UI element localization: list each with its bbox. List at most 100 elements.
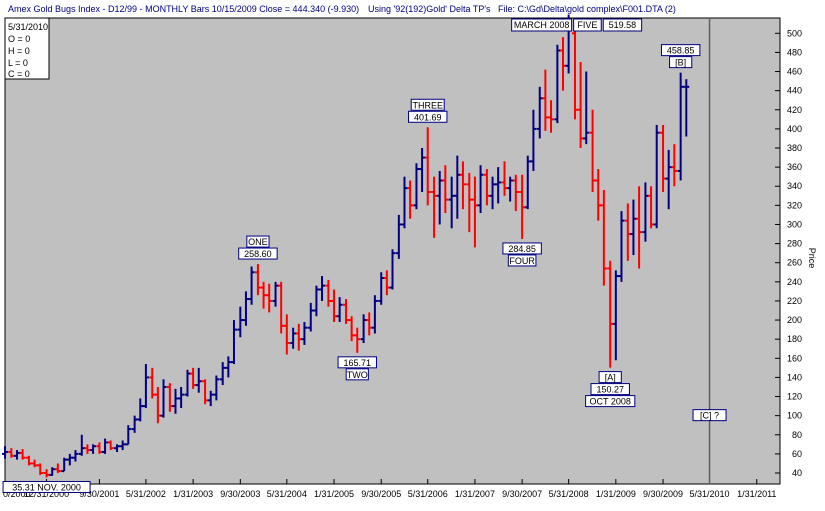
ohlc-bar bbox=[96, 442, 103, 454]
annotation-box bbox=[660, 44, 701, 57]
ohlc-bar bbox=[378, 272, 385, 305]
wave-annotation: 458.85 [B] bbox=[660, 44, 701, 69]
ohlc-bar bbox=[407, 180, 414, 219]
y-tick-label: 300 bbox=[787, 219, 802, 229]
wave-annotation: [C] ? bbox=[692, 409, 727, 422]
y-tick-label: 320 bbox=[787, 200, 802, 210]
y-tick-label: 440 bbox=[787, 86, 802, 96]
chart-title: Amex Gold Bugs Index - D12/99 - MONTHLY … bbox=[8, 4, 359, 14]
annotation-box bbox=[345, 368, 369, 381]
ohlc-bar bbox=[290, 327, 297, 349]
y-tick-label: 260 bbox=[787, 258, 802, 268]
annotation-box bbox=[2, 480, 91, 493]
ohlc-bar bbox=[512, 174, 519, 212]
x-tick-label: 1/31/2005 bbox=[314, 489, 354, 499]
ohlc-bar bbox=[624, 203, 631, 261]
x-tick-label: 9/30/2005 bbox=[361, 489, 401, 499]
y-tick-label: 460 bbox=[787, 67, 802, 77]
ohlc-bar bbox=[225, 356, 232, 378]
x-tick-label: 9/30/2001 bbox=[79, 489, 119, 499]
ohlc-bar bbox=[612, 270, 619, 361]
ohlc-bar bbox=[230, 320, 237, 365]
annotation-label: MARCH 2008 bbox=[514, 20, 570, 30]
ohlc-bar bbox=[25, 455, 32, 466]
readout-date: 5/31/2010 bbox=[8, 22, 48, 32]
annotation-box bbox=[502, 242, 542, 255]
ohlc-bar bbox=[395, 214, 402, 259]
ohlc-bar bbox=[313, 285, 320, 317]
ohlc-bar bbox=[37, 463, 44, 475]
annotation-box bbox=[692, 409, 727, 422]
ohlc-bar bbox=[389, 249, 396, 290]
ohlc-bar bbox=[648, 186, 655, 229]
ohlc-bar bbox=[554, 44, 561, 124]
ohlc-bar bbox=[483, 169, 490, 206]
x-tick-label: 1/31/2009 bbox=[596, 489, 636, 499]
ohlc-bar bbox=[43, 469, 50, 478]
y-axis-label: Price bbox=[807, 248, 817, 269]
readout-open: O = 0 bbox=[8, 34, 30, 44]
annotation-label: FOUR bbox=[509, 256, 535, 266]
y-tick-label: 200 bbox=[787, 315, 802, 325]
ohlc-bar bbox=[154, 386, 161, 424]
ohlc-bar bbox=[61, 457, 68, 473]
annotation-label: 458.85 bbox=[667, 46, 695, 56]
readout-high: H = 0 bbox=[8, 46, 30, 56]
y-tick-label: 500 bbox=[787, 28, 802, 38]
y-tick-label: 80 bbox=[792, 430, 802, 440]
ohlc-bar bbox=[401, 176, 408, 229]
ohlc-bar bbox=[507, 176, 514, 202]
ohlc-bar bbox=[119, 440, 126, 451]
ohlc-bar bbox=[431, 176, 438, 238]
wave-annotation: [A] 150.27 OCT 2008 bbox=[585, 371, 636, 408]
annotation-label: 165.71 bbox=[344, 358, 372, 368]
annotation-box bbox=[590, 383, 630, 396]
ohlc-bar bbox=[278, 281, 285, 334]
x-tick-label: 9/30/2007 bbox=[502, 489, 542, 499]
ohlc-bar bbox=[618, 211, 625, 282]
y-tick-label: 120 bbox=[787, 392, 802, 402]
annotation-label: 519.58 bbox=[609, 20, 637, 30]
ohlc-bar bbox=[642, 182, 649, 242]
readout-close: C = 0 bbox=[8, 69, 30, 79]
ohlc-bar bbox=[78, 434, 85, 456]
ohlc-bar bbox=[49, 467, 56, 476]
ohlc-bar bbox=[360, 314, 367, 344]
ohlc-bar bbox=[166, 383, 173, 412]
ohlc-bar bbox=[195, 367, 202, 393]
annotation-label: 284.85 bbox=[508, 244, 536, 254]
ohlc-bar bbox=[542, 69, 549, 131]
ohlc-bar bbox=[442, 165, 449, 214]
ohlc-bar bbox=[31, 459, 38, 468]
annotation-label: 150.27 bbox=[596, 385, 624, 395]
ohlc-bar bbox=[548, 100, 555, 133]
ohlc-bar bbox=[107, 440, 114, 451]
x-tick-label: 5/31/2004 bbox=[267, 489, 307, 499]
ohlc-bar bbox=[489, 176, 496, 210]
ohlc-bar bbox=[13, 450, 20, 460]
ohlc-bar bbox=[448, 176, 455, 229]
ohlc-readout-background bbox=[4, 17, 50, 80]
ohlc-bar bbox=[213, 375, 220, 401]
ohlc-bar bbox=[636, 186, 643, 269]
ohlc-bar bbox=[354, 327, 361, 353]
wave-annotations: 35.31 NOV. 2000 ONE 258.60 165.71 TWO THREE 40… bbox=[2, 18, 727, 493]
wave-annotation: MARCH 2008 FIVE 519.58 bbox=[511, 18, 643, 32]
annotation-label: 35.31 NOV. 2000 bbox=[12, 482, 81, 492]
ohlc-bar bbox=[172, 388, 179, 414]
y-tick-label: 420 bbox=[787, 105, 802, 115]
x-tick-label: 12/31/2000 bbox=[24, 489, 69, 499]
ohlc-bar bbox=[413, 163, 420, 210]
ohlc-bar bbox=[348, 316, 355, 342]
ohlc-bar bbox=[90, 444, 97, 454]
annotation-label: TWO bbox=[347, 370, 368, 380]
ohlc-bar bbox=[242, 291, 249, 326]
ohlc-bar bbox=[477, 165, 484, 214]
y-tick-label: 480 bbox=[787, 47, 802, 57]
ohlc-bar bbox=[2, 446, 8, 459]
ohlc-bar bbox=[419, 148, 426, 192]
ohlc-bar bbox=[102, 438, 109, 454]
annotation-box bbox=[410, 98, 445, 111]
annotation-label: [B] bbox=[675, 58, 686, 68]
annotation-box bbox=[602, 18, 643, 32]
